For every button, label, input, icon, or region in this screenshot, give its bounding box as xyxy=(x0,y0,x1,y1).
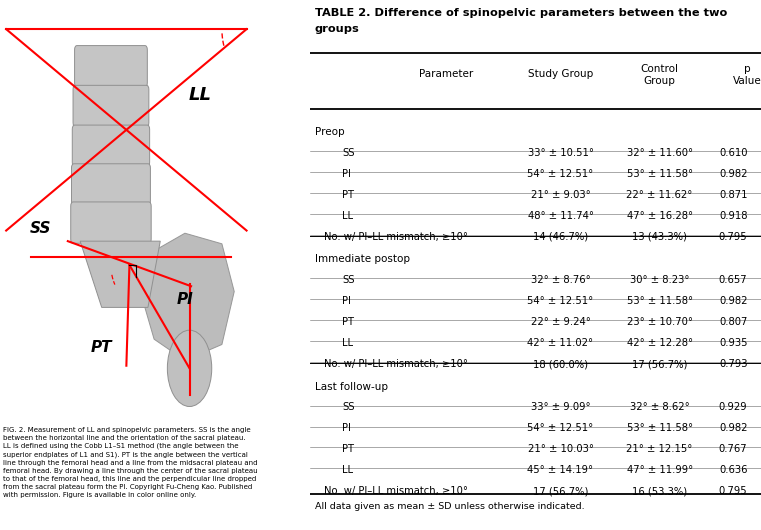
Text: PI: PI xyxy=(342,423,351,434)
Text: LL: LL xyxy=(342,211,353,221)
Text: 21° ± 12.15°: 21° ± 12.15° xyxy=(626,444,693,454)
FancyBboxPatch shape xyxy=(71,202,151,243)
Text: No. w/ PI–LL mismatch, ≥10°: No. w/ PI–LL mismatch, ≥10° xyxy=(324,486,468,496)
Text: 54° ± 12.51°: 54° ± 12.51° xyxy=(527,296,594,306)
Text: 0.767: 0.767 xyxy=(719,444,747,454)
Text: LL: LL xyxy=(189,86,212,104)
Text: 32° ± 11.60°: 32° ± 11.60° xyxy=(626,148,693,158)
Text: Parameter: Parameter xyxy=(419,69,473,79)
Text: 30° ± 8.23°: 30° ± 8.23° xyxy=(630,276,689,285)
FancyBboxPatch shape xyxy=(72,164,151,205)
Text: 54° ± 12.51°: 54° ± 12.51° xyxy=(527,169,594,179)
Text: Study Group: Study Group xyxy=(528,69,593,79)
Text: 0.636: 0.636 xyxy=(719,465,747,475)
Text: 0.871: 0.871 xyxy=(719,190,747,200)
Text: PT: PT xyxy=(342,317,354,327)
Text: 22° ± 11.62°: 22° ± 11.62° xyxy=(626,190,693,200)
Text: 0.657: 0.657 xyxy=(719,276,747,285)
Text: 0.610: 0.610 xyxy=(719,148,747,158)
Text: PI: PI xyxy=(342,296,351,306)
Text: PI: PI xyxy=(177,292,193,307)
Text: 0.918: 0.918 xyxy=(719,211,747,221)
Text: All data given as mean ± SD unless otherwise indicated.: All data given as mean ± SD unless other… xyxy=(315,502,584,511)
Text: 0.982: 0.982 xyxy=(719,423,747,434)
Text: 53° ± 11.58°: 53° ± 11.58° xyxy=(626,169,693,179)
FancyBboxPatch shape xyxy=(72,125,150,166)
Polygon shape xyxy=(80,241,161,307)
Text: TABLE 2. Difference of spinopelvic parameters between the two: TABLE 2. Difference of spinopelvic param… xyxy=(315,8,728,18)
Text: 54° ± 12.51°: 54° ± 12.51° xyxy=(527,423,594,434)
Circle shape xyxy=(167,330,212,407)
Text: p
Value: p Value xyxy=(733,64,761,86)
Polygon shape xyxy=(142,233,234,360)
Text: SS: SS xyxy=(342,148,355,158)
Text: PI: PI xyxy=(342,169,351,179)
Text: LL: LL xyxy=(342,465,353,475)
Text: PT: PT xyxy=(91,340,113,355)
Text: 45° ± 14.19°: 45° ± 14.19° xyxy=(527,465,594,475)
Text: PT: PT xyxy=(342,444,354,454)
Text: Preop: Preop xyxy=(315,127,345,137)
Text: 17 (56.7%): 17 (56.7%) xyxy=(533,486,588,496)
Text: 13 (43.3%): 13 (43.3%) xyxy=(632,232,687,242)
Text: PT: PT xyxy=(342,190,354,200)
Text: 33° ± 10.51°: 33° ± 10.51° xyxy=(527,148,594,158)
Text: Immediate postop: Immediate postop xyxy=(315,254,410,264)
Text: 0.793: 0.793 xyxy=(719,359,747,369)
Text: LL: LL xyxy=(342,338,353,348)
Text: 0.795: 0.795 xyxy=(719,486,747,496)
Text: FIG. 2. Measurement of LL and spinopelvic parameters. SS is the angle
between th: FIG. 2. Measurement of LL and spinopelvi… xyxy=(3,427,258,498)
Text: No. w/ PI–LL mismatch, ≥10°: No. w/ PI–LL mismatch, ≥10° xyxy=(324,359,468,369)
Text: 32° ± 8.76°: 32° ± 8.76° xyxy=(530,276,591,285)
Text: 42° ± 12.28°: 42° ± 12.28° xyxy=(626,338,693,348)
Text: 0.929: 0.929 xyxy=(719,402,747,412)
Text: SS: SS xyxy=(342,402,355,412)
Text: 21° ± 9.03°: 21° ± 9.03° xyxy=(530,190,591,200)
Text: 32° ± 8.62°: 32° ± 8.62° xyxy=(630,402,689,412)
Text: Control
Group: Control Group xyxy=(641,64,679,86)
Text: 22° ± 9.24°: 22° ± 9.24° xyxy=(530,317,591,327)
Text: 42° ± 11.02°: 42° ± 11.02° xyxy=(527,338,594,348)
Text: 18 (60.0%): 18 (60.0%) xyxy=(533,359,588,369)
Text: SS: SS xyxy=(30,221,51,236)
Text: groups: groups xyxy=(315,24,360,34)
Text: 0.795: 0.795 xyxy=(719,232,747,242)
Text: 14 (46.7%): 14 (46.7%) xyxy=(533,232,588,242)
Text: 16 (53.3%): 16 (53.3%) xyxy=(632,486,687,496)
FancyBboxPatch shape xyxy=(73,85,149,127)
Text: 33° ± 9.09°: 33° ± 9.09° xyxy=(530,402,591,412)
Text: 21° ± 10.03°: 21° ± 10.03° xyxy=(527,444,594,454)
Text: 47° ± 11.99°: 47° ± 11.99° xyxy=(626,465,693,475)
Text: 53° ± 11.58°: 53° ± 11.58° xyxy=(626,423,693,434)
Text: 0.935: 0.935 xyxy=(719,338,747,348)
Text: 47° ± 16.28°: 47° ± 16.28° xyxy=(626,211,693,221)
Text: 0.982: 0.982 xyxy=(719,296,747,306)
Text: SS: SS xyxy=(342,276,355,285)
Text: 17 (56.7%): 17 (56.7%) xyxy=(632,359,687,369)
Text: Last follow-up: Last follow-up xyxy=(315,382,388,392)
Text: 48° ± 11.74°: 48° ± 11.74° xyxy=(527,211,594,221)
Text: 0.807: 0.807 xyxy=(719,317,747,327)
FancyBboxPatch shape xyxy=(75,46,148,87)
Text: 23° ± 10.70°: 23° ± 10.70° xyxy=(626,317,693,327)
Text: 0.982: 0.982 xyxy=(719,169,747,179)
Text: No. w/ PI–LL mismatch, ≥10°: No. w/ PI–LL mismatch, ≥10° xyxy=(324,232,468,242)
Text: 53° ± 11.58°: 53° ± 11.58° xyxy=(626,296,693,306)
